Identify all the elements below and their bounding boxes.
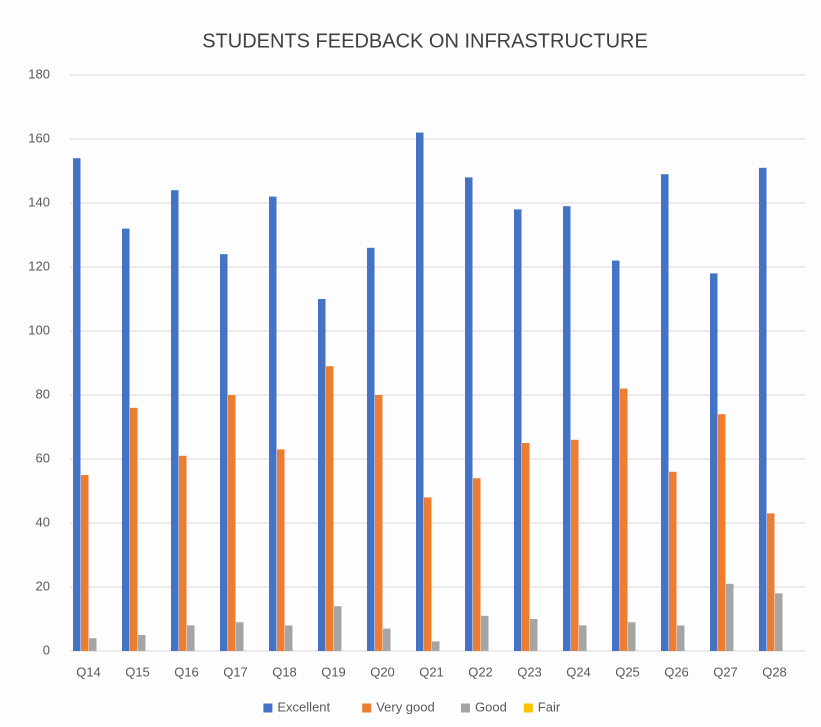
bar <box>677 625 685 651</box>
bar <box>187 625 195 651</box>
legend-swatch <box>461 703 470 713</box>
x-tick-label: Q21 <box>419 664 444 679</box>
y-tick-label: 60 <box>36 450 50 465</box>
bar <box>383 628 391 651</box>
legend-label: Fair <box>538 699 561 714</box>
bar <box>718 414 726 651</box>
bar <box>432 641 440 651</box>
bar <box>171 190 179 651</box>
bar <box>285 625 293 651</box>
x-tick-label: Q14 <box>76 664 101 679</box>
bar <box>563 206 571 651</box>
bar <box>530 619 538 651</box>
bar <box>767 513 775 651</box>
x-tick-label: Q17 <box>223 664 248 679</box>
y-tick-label: 140 <box>28 194 50 209</box>
bar <box>89 638 97 651</box>
x-tick-label: Q25 <box>615 664 640 679</box>
legend-swatch <box>263 703 273 713</box>
bar <box>775 593 783 651</box>
y-tick-label: 80 <box>36 386 50 401</box>
bar <box>318 299 326 651</box>
x-tick-label: Q19 <box>321 664 346 679</box>
bar <box>179 455 187 651</box>
bar <box>620 388 628 651</box>
bar <box>220 254 228 651</box>
bar <box>612 260 620 651</box>
bar <box>326 366 334 651</box>
bar <box>473 478 481 651</box>
x-tick-label: Q23 <box>517 664 542 679</box>
legend-swatch <box>523 703 533 713</box>
legend-label: Good <box>475 699 507 714</box>
bar <box>122 228 130 651</box>
y-tick-label: 40 <box>36 514 50 529</box>
x-tick-label: Q18 <box>272 664 297 679</box>
x-tick-label: Q16 <box>174 664 199 679</box>
bar <box>81 475 89 651</box>
legend-label: Very good <box>376 699 435 714</box>
y-tick-label: 180 <box>28 66 50 81</box>
bar <box>138 635 146 651</box>
bar <box>130 407 138 651</box>
bar <box>669 471 677 651</box>
bar <box>228 395 236 651</box>
y-tick-label: 20 <box>36 578 50 593</box>
y-tick-label: 0 <box>43 642 50 657</box>
bar <box>334 606 342 651</box>
y-tick-label: 120 <box>28 258 50 273</box>
bar <box>236 622 244 651</box>
x-tick-label: Q26 <box>664 664 689 679</box>
bar <box>73 158 81 651</box>
bar <box>710 273 718 651</box>
bar <box>571 439 579 651</box>
x-tick-label: Q27 <box>713 664 738 679</box>
bar <box>726 583 734 651</box>
bar <box>367 247 375 652</box>
bar <box>277 449 285 651</box>
legend-label: Excellent <box>277 699 330 714</box>
y-tick-label: 160 <box>28 130 50 145</box>
bar <box>522 443 530 651</box>
bar <box>465 177 473 651</box>
x-tick-label: Q20 <box>370 664 395 679</box>
x-tick-label: Q22 <box>468 664 493 679</box>
x-tick-label: Q24 <box>566 664 591 679</box>
chart-title: STUDENTS FEEDBACK ON INFRASTRUCTURE <box>202 30 648 52</box>
bar <box>269 196 277 651</box>
y-tick-label: 100 <box>28 322 50 337</box>
bar <box>416 132 424 652</box>
bar <box>375 395 383 651</box>
bar <box>514 209 522 651</box>
bar <box>628 622 636 651</box>
bar <box>579 625 587 651</box>
bar <box>424 497 432 651</box>
x-tick-label: Q15 <box>125 664 150 679</box>
bar <box>759 167 767 652</box>
bar <box>661 174 669 651</box>
x-tick-label: Q28 <box>762 664 787 679</box>
bar <box>481 615 489 651</box>
legend-swatch <box>362 703 372 713</box>
